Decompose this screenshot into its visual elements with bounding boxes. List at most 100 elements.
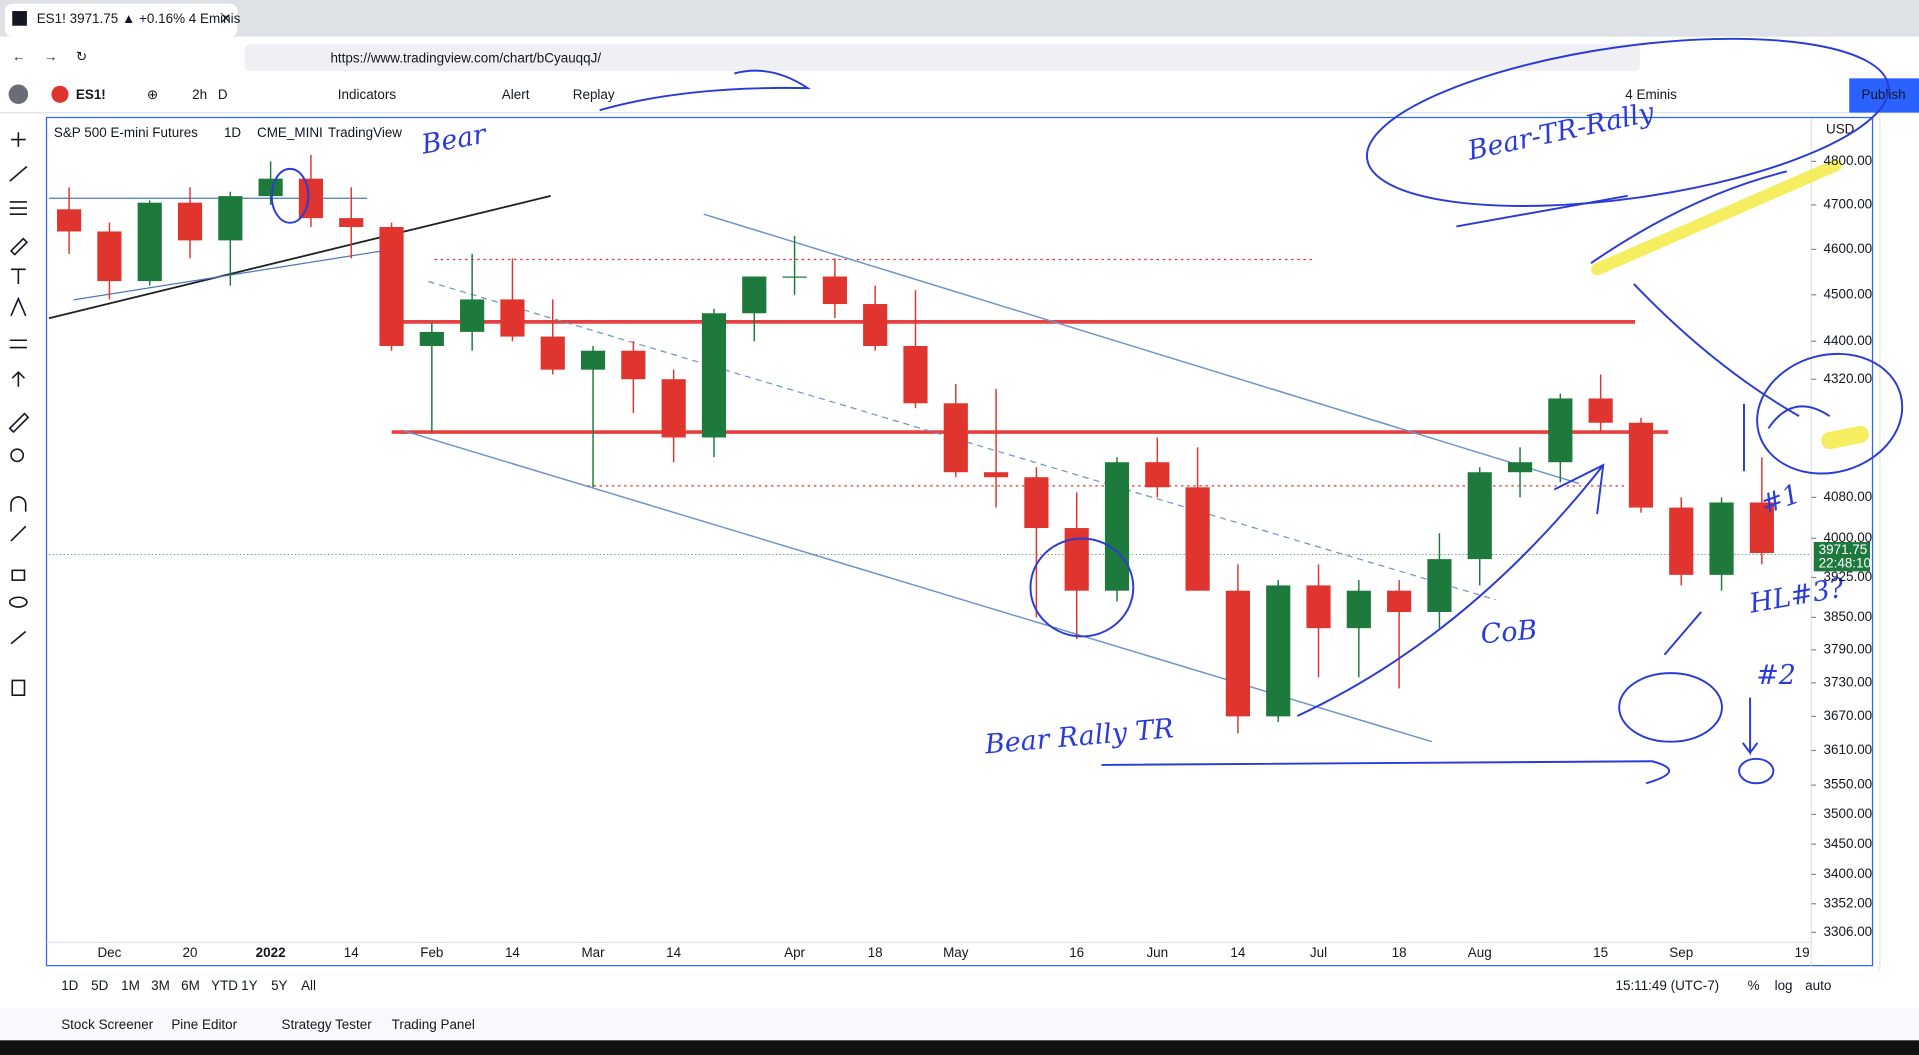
forward[interactable]: →	[44, 49, 57, 64]
highlight	[1591, 159, 1842, 276]
video-bar	[0, 1040, 1919, 1055]
drawings	[48, 194, 1812, 743]
ink-scribble	[1590, 170, 1831, 429]
y-tick-label: 3670.00	[1824, 708, 1873, 723]
candle-body	[500, 299, 525, 337]
y-tick-label: 4800.00	[1824, 153, 1873, 168]
candle-body	[379, 227, 404, 346]
avatar[interactable]	[8, 84, 29, 105]
alert[interactable]: Alert	[502, 87, 530, 102]
x-tick-label: 18	[868, 945, 883, 960]
x-tick-label: Aug	[1468, 945, 1492, 960]
ink-circle	[270, 167, 310, 224]
reload[interactable]: ↻	[76, 49, 87, 64]
chart-title: S&P 500 E-mini Futures	[54, 125, 198, 140]
range-button[interactable]: 1M	[121, 978, 140, 993]
auto-toggle[interactable]: auto	[1805, 978, 1831, 993]
panel-tab[interactable]: Trading Panel	[392, 1017, 475, 1032]
y-tick-label: 4700.00	[1824, 196, 1873, 211]
x-tick-label: 2022	[256, 945, 286, 960]
y-tick-label: 4500.00	[1824, 286, 1873, 301]
y-tick-label: 3400.00	[1824, 866, 1873, 881]
tab-title: ES1! 3971.75 ▲ +0.16% 4 Eminis	[37, 11, 241, 26]
favicon	[12, 11, 27, 26]
log-toggle[interactable]: log	[1775, 978, 1793, 993]
trend-line	[48, 194, 551, 320]
y-tick-label: 3352.00	[1824, 895, 1873, 910]
x-tick-label: Jun	[1146, 945, 1168, 960]
x-tick-label: 20	[183, 945, 198, 960]
y-tick-label: 4600.00	[1824, 241, 1873, 256]
x-tick-label: 14	[1230, 945, 1245, 960]
x-tick-label: 14	[666, 945, 681, 960]
range-button[interactable]: 5Y	[271, 978, 287, 993]
y-tick-label: 3450.00	[1824, 836, 1873, 851]
clock: 15:11:49 (UTC-7)	[1615, 978, 1719, 993]
candles	[57, 154, 1817, 933]
ink-arrow	[1456, 194, 1800, 417]
panel-tab[interactable]: Strategy Tester	[281, 1017, 372, 1032]
x-tick-label: Sep	[1669, 945, 1693, 960]
y-tick-label: 3730.00	[1824, 674, 1873, 689]
last-price-tag	[1813, 541, 1871, 572]
indicators[interactable]: Indicators	[338, 87, 397, 102]
tab-close[interactable]: ✕	[220, 11, 231, 26]
drawing-toolbar	[0, 113, 40, 971]
ink-arrow	[1101, 760, 1671, 785]
range-bar	[46, 969, 1873, 1002]
candle-body	[903, 345, 928, 404]
panel-tab[interactable]: Pine Editor	[171, 1017, 237, 1032]
candle-body	[1709, 502, 1734, 575]
y-tick-label: 4400.00	[1824, 333, 1873, 348]
chart-frame	[45, 116, 1874, 967]
candle-body	[419, 331, 444, 346]
candle-body	[1104, 462, 1130, 591]
range-button[interactable]: 3M	[151, 978, 170, 993]
range-button[interactable]: YTD	[211, 978, 238, 993]
publish-button[interactable]	[1849, 78, 1919, 113]
ink-annotation: CoB	[1479, 615, 1538, 651]
candle-body	[1306, 585, 1331, 629]
percent-toggle[interactable]: %	[1748, 978, 1760, 993]
range-button[interactable]: 5D	[91, 978, 108, 993]
range-button[interactable]: All	[301, 978, 316, 993]
x-tick-label: 15	[1593, 945, 1608, 960]
replay[interactable]: Replay	[573, 87, 615, 102]
range-button[interactable]: 1D	[61, 978, 78, 993]
x-tick-label: Apr	[784, 945, 805, 960]
symbol[interactable]: ES1!	[76, 87, 106, 102]
ink-ellipse	[1365, 37, 1890, 207]
compare[interactable]: ⊕	[147, 87, 158, 102]
candle-body	[1628, 422, 1654, 508]
candle-body	[137, 202, 162, 282]
publish[interactable]: Publish	[1861, 87, 1905, 102]
candle-body	[1024, 477, 1049, 529]
currency: USD	[1826, 121, 1855, 136]
range-button[interactable]: 6M	[181, 978, 200, 993]
layout-name[interactable]: 4 Eminis	[1625, 87, 1677, 102]
url-field[interactable]	[244, 44, 1640, 72]
tab-strip	[0, 0, 1919, 37]
candle-body	[863, 304, 888, 346]
back[interactable]: ←	[12, 49, 25, 64]
ink-arrow	[1663, 403, 1759, 756]
y-tick-label: 3790.00	[1824, 641, 1873, 656]
right-sidebar	[1881, 113, 1919, 971]
ink-arrow	[1296, 463, 1605, 717]
panel-tab-list: Stock Screener Pine Editor Strategy Tester…	[61, 1017, 475, 1032]
panel-tabs	[0, 1008, 1919, 1041]
candle-body	[580, 350, 606, 370]
candle-body	[57, 209, 82, 232]
interval-alt[interactable]: D	[218, 87, 228, 102]
panel-tab[interactable]: Stock Screener	[61, 1017, 153, 1032]
range-button[interactable]: 1Y	[241, 978, 257, 993]
candle-body	[983, 472, 1009, 478]
candle-body	[177, 202, 203, 241]
candle-body	[701, 313, 727, 438]
y-tick-label: 3850.00	[1824, 609, 1873, 624]
interval[interactable]: 2h	[192, 87, 207, 102]
url: https://www.tradingview.com/chart/bCyauq…	[330, 50, 601, 65]
candle-body	[1185, 487, 1210, 591]
last-price: 3971.75	[1819, 542, 1868, 557]
tab[interactable]	[4, 3, 238, 37]
